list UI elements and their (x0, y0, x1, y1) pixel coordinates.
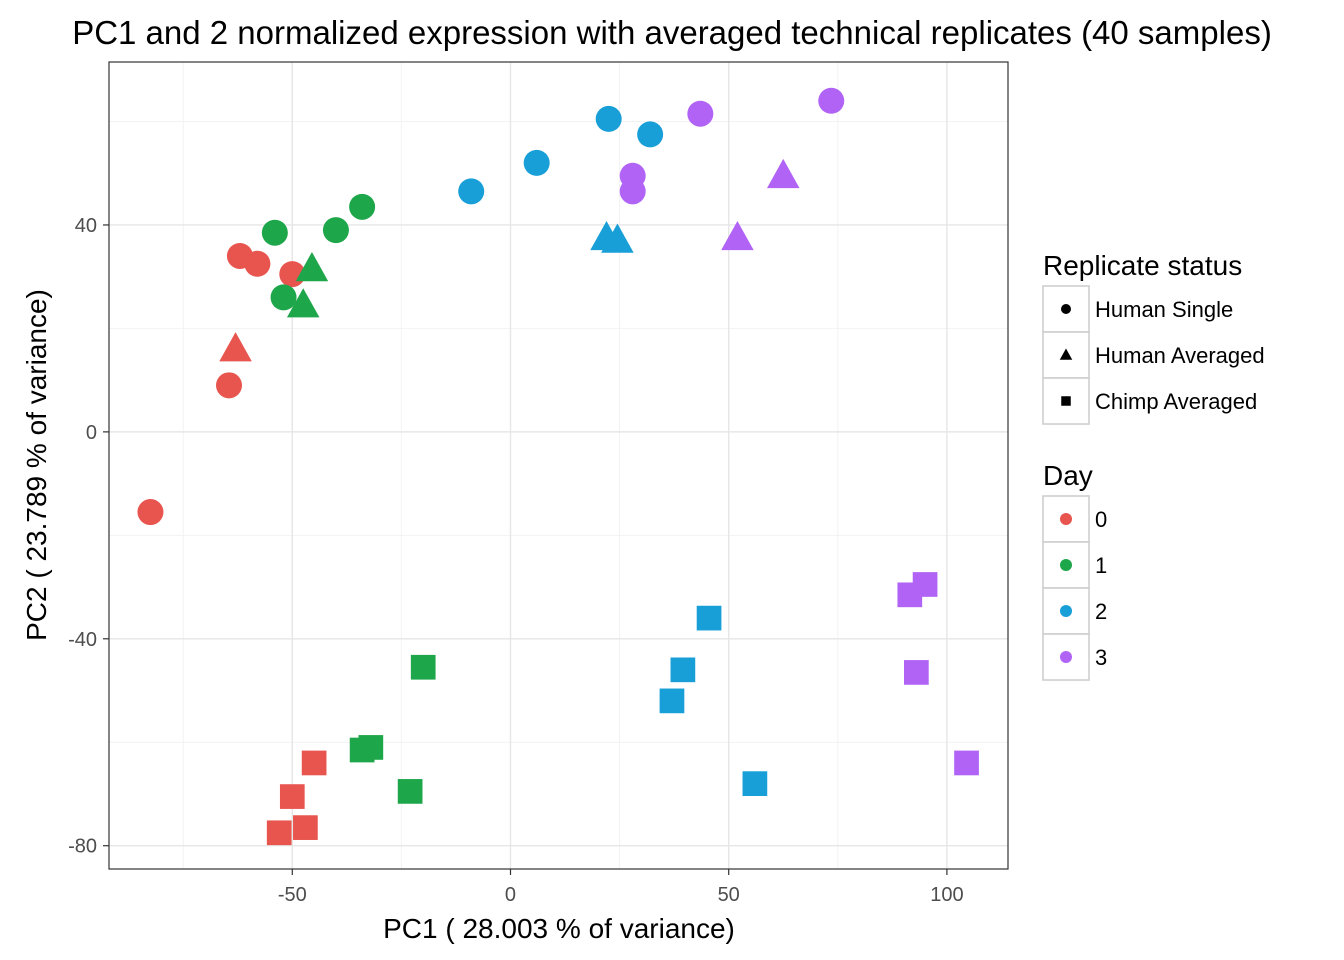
data-point-triangle-day-0 (219, 332, 252, 362)
data-point-square-day-1 (410, 654, 436, 680)
grid-lines (109, 62, 1008, 869)
x-tick-label: -50 (278, 884, 307, 906)
data-point-circle-day-2 (523, 149, 550, 176)
data-point-triangle-day-1 (286, 288, 320, 318)
data-point-circle-day-3 (818, 87, 845, 114)
legend-key-day-0 (1060, 513, 1072, 525)
x-tick-label: 100 (930, 884, 963, 906)
data-point-circle-day-2 (637, 121, 664, 148)
data-point-circle-day-3 (687, 100, 714, 127)
plot-panel (109, 62, 1008, 869)
data-point-square-day-3 (904, 660, 929, 685)
legend-key-square (1061, 396, 1071, 406)
data-point-square-day-2 (659, 688, 685, 714)
data-point-square-day-2 (670, 657, 696, 683)
legend-label: 1 (1095, 553, 1107, 578)
data-point-circle-day-1 (349, 193, 376, 220)
data-point-square-day-0 (266, 820, 292, 846)
data-point-triangle-day-1 (295, 251, 329, 282)
x-axis-ticks: -50 0 50 100 (278, 869, 964, 906)
data-point-circle-day-0 (244, 250, 271, 277)
data-points (137, 87, 979, 846)
data-point-circle-day-1 (322, 217, 349, 244)
legend-label: Human Averaged (1095, 343, 1265, 368)
legend-key-day-1 (1060, 559, 1072, 571)
data-point-triangle-day-3 (721, 220, 754, 251)
legend-label: Chimp Averaged (1095, 389, 1257, 414)
data-point-circle-day-1 (261, 219, 288, 246)
data-point-triangle-day-2 (601, 223, 634, 253)
x-tick-label: 50 (718, 884, 740, 906)
legend-label: Human Single (1095, 297, 1233, 322)
data-point-square-day-3 (954, 750, 979, 776)
plot-border (108, 61, 1009, 870)
legend-key-day-3 (1060, 651, 1072, 663)
data-point-square-day-0 (293, 815, 318, 840)
legend-key-day-2 (1060, 605, 1072, 617)
chart-title: PC1 and 2 normalized expression with ave… (72, 14, 1272, 51)
data-point-square-day-1 (358, 735, 384, 760)
y-tick-label: -40 (68, 629, 97, 651)
legend-label: 2 (1095, 599, 1107, 624)
data-point-circle-day-2 (458, 178, 485, 205)
data-point-square-day-0 (279, 784, 305, 809)
legend-label: 3 (1095, 645, 1107, 670)
data-point-square-day-2 (742, 771, 768, 796)
legend-label: 0 (1095, 507, 1107, 532)
data-point-triangle-day-3 (767, 158, 800, 189)
legend-key-circle (1061, 304, 1071, 314)
y-axis-ticks: -80 -40 0 40 (68, 215, 109, 858)
y-tick-label: 0 (86, 422, 97, 444)
data-point-square-day-0 (301, 750, 327, 776)
data-point-circle-day-3 (619, 178, 646, 205)
data-point-square-day-1 (397, 779, 423, 804)
data-point-circle-day-0 (137, 499, 164, 526)
legend-day-title: Day (1043, 460, 1093, 491)
y-tick-label: -80 (68, 836, 97, 858)
y-tick-label: 40 (75, 215, 97, 237)
x-axis-title: PC1 ( 28.003 % of variance) (383, 913, 735, 944)
data-point-circle-day-0 (216, 372, 243, 399)
y-axis-title: PC2 ( 23.789 % of variance) (21, 289, 52, 641)
x-tick-label: 0 (505, 884, 516, 906)
data-point-circle-day-2 (595, 105, 622, 132)
legend: Replicate status Human Single Human Averag… (1042, 250, 1265, 681)
legend-shape-title: Replicate status (1043, 250, 1242, 281)
data-point-square-day-3 (912, 572, 938, 597)
legend-key-triangle (1059, 348, 1073, 360)
data-point-square-day-2 (696, 605, 722, 631)
data-point-circle-day-1 (270, 284, 297, 311)
